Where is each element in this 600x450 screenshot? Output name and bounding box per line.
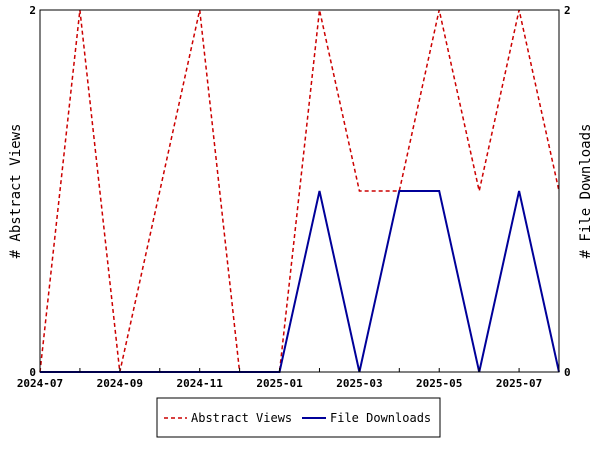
y-tick-label: 0 [29,366,36,379]
y-tick-label: 2 [29,4,36,17]
y2-tick-label: 2 [564,4,571,17]
x-axis: 2024-07 2024-09 2024-11 2025-01 2025-03 2025-… [17,368,560,390]
x-tick-label: 2025-05 [416,377,462,390]
y-axis-right: 02 [555,4,571,379]
legend-label-file-downloads: File Downloads [330,411,431,425]
x-tick-label: 2024-11 [177,377,224,390]
plot-frame [39,9,560,373]
y-axis-left: 02 [29,4,44,379]
x-tick-label: 2025-07 [496,377,542,390]
legend-label-abstract-views: Abstract Views [191,411,292,425]
x-tick-label: 2024-07 [17,377,63,390]
y-axis-title: # Abstract Views [8,124,24,259]
legend-box [156,397,441,438]
legend: Abstract Views File Downloads [156,397,441,438]
y2-axis-title: # File Downloads [578,124,594,259]
plot-area [39,9,560,373]
series-line-abstract-views [39,9,560,373]
series-line-file-downloads [40,190,560,373]
y2-tick-label: 0 [564,366,571,379]
x-tick-label: 2024-09 [97,377,143,390]
x-tick-label: 2025-03 [336,377,382,390]
x-tick-label: 2025-01 [256,377,303,390]
